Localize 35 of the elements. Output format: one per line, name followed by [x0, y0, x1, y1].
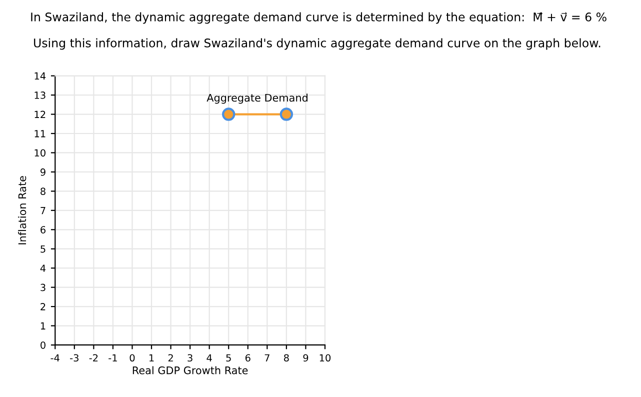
y-tick-label: 14	[34, 72, 46, 80]
x-tick-label: 9	[303, 354, 308, 362]
y-tick-label: 1	[40, 322, 46, 330]
y-tick-label: 5	[40, 245, 46, 253]
x-tick-label: 6	[245, 354, 250, 362]
y-tick-label: 4	[40, 264, 46, 272]
y-tick-label: 13	[34, 92, 46, 99]
y-tick-label: 10	[34, 149, 46, 157]
x-tick-label: 3	[188, 354, 192, 362]
x-tick-label: -1	[108, 354, 117, 362]
x-axis-title: Real GDP Growth Rate	[132, 366, 248, 374]
y-tick-label: 12	[34, 110, 46, 118]
y-tick-label: 11	[34, 130, 46, 138]
x-tick-label: 7	[264, 354, 270, 362]
x-tick-label: 8	[284, 354, 289, 362]
y-tick-label: 6	[40, 226, 46, 234]
y-tick-label: 8	[40, 188, 46, 196]
x-tick-label: 5	[226, 354, 231, 362]
y-tick-label: 9	[40, 168, 46, 176]
x-tick-label: -4	[50, 354, 60, 362]
x-tick-label: 0	[130, 354, 135, 362]
y-tick-label: 3	[40, 284, 46, 292]
chart-subtitle: Using this information, draw Swaziland's dynamic aggregate demand curve on the graph below.	[34, 38, 600, 50]
x-tick-label: 1	[149, 354, 154, 362]
series-label: Aggregate Demand	[206, 94, 308, 104]
x-tick-label: 4	[206, 354, 212, 362]
y-tick-label: 2	[40, 303, 46, 310]
x-tick-label: -2	[89, 354, 98, 362]
chart-title: In Swaziland, the dynamic aggregate demand curve is determined by the equation: M⃗ + v⃗ = 6 %	[31, 12, 606, 24]
y-axis-title: Inflation Rate	[18, 176, 26, 244]
y-tick-label: 7	[40, 207, 46, 214]
y-tick-label: 0	[40, 341, 46, 349]
x-tick-label: 2	[168, 354, 173, 362]
x-tick-label: -3	[70, 354, 78, 362]
x-tick-label: 10	[320, 354, 331, 362]
